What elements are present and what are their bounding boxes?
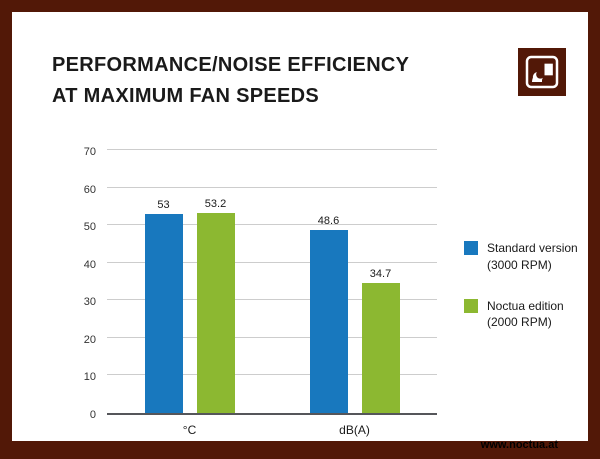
website-link[interactable]: www.noctua.at (480, 439, 558, 451)
y-tick-label: 20 (83, 333, 96, 346)
y-tick-label: 10 (83, 371, 96, 384)
legend-label-noctua-line1: Noctua edition (487, 298, 564, 313)
content-panel: PERFORMANCE/NOISE EFFICIENCY AT MAXIMUM … (12, 12, 588, 451)
bar-value-label: 34.7 (369, 267, 392, 280)
legend-label-standard-line1: Standard version (487, 241, 578, 255)
y-axis: 0 10 20 30 40 50 60 70 (60, 146, 100, 421)
bar-standard (144, 213, 183, 413)
noctua-logo (518, 48, 566, 96)
chart-title: PERFORMANCE/NOISE EFFICIENCY AT MAXIMUM … (52, 50, 409, 112)
legend-item-noctua: Noctua edition (2000 RPM) (464, 298, 578, 332)
bar-groups: 53 53.2 °C 48.6 34.7 dB(A) (107, 152, 437, 437)
bar-column: 48.6 (309, 215, 348, 413)
fan-icon (525, 55, 559, 89)
bar-group: 48.6 34.7 dB(A) (309, 215, 400, 437)
legend: Standard version (3000 RPM) Noctua editi… (464, 240, 578, 331)
bar-column: 53.2 (196, 198, 235, 413)
category-label: °C (182, 423, 197, 437)
gridline (107, 224, 437, 226)
bar-column: 53 (144, 198, 183, 413)
bar-value-label: 48.6 (317, 215, 340, 228)
category-label: dB(A) (339, 423, 370, 437)
y-tick-label: 0 (89, 409, 96, 421)
legend-swatch-standard (464, 241, 478, 255)
y-tick-label: 50 (83, 221, 96, 234)
legend-item-standard: Standard version (3000 RPM) (464, 240, 578, 274)
legend-swatch-noctua (464, 298, 478, 313)
gridline (107, 299, 437, 301)
legend-label-standard-line2: (3000 RPM) (487, 257, 552, 272)
chart-title-line1: PERFORMANCE/NOISE EFFICIENCY (52, 54, 410, 76)
bar-group: 53 53.2 °C (144, 198, 235, 437)
chart-title-line2: AT MAXIMUM FAN SPEEDS (52, 85, 320, 107)
y-tick-label: 60 (83, 183, 96, 196)
y-tick-label: 40 (83, 258, 96, 271)
gridline (107, 336, 437, 338)
gridline (107, 149, 437, 150)
bar-value-label: 53.2 (204, 198, 227, 211)
bar-value-label: 53 (157, 198, 170, 211)
legend-label-noctua: Noctua edition (2000 RPM) (487, 298, 564, 332)
legend-label-standard: Standard version (3000 RPM) (487, 240, 578, 274)
y-tick-label: 70 (83, 146, 96, 158)
gridline (107, 374, 437, 376)
gridline (107, 261, 437, 263)
bar-noctua (361, 282, 400, 413)
bar-noctua (196, 213, 235, 413)
bar-standard (309, 230, 348, 413)
bar-column: 34.7 (361, 267, 400, 413)
plot-area: 53 53.2 °C 48.6 34.7 dB(A) (107, 149, 437, 437)
y-tick-label: 30 (83, 296, 96, 309)
gridline (107, 186, 437, 188)
legend-label-noctua-line2: (2000 RPM) (487, 315, 552, 330)
